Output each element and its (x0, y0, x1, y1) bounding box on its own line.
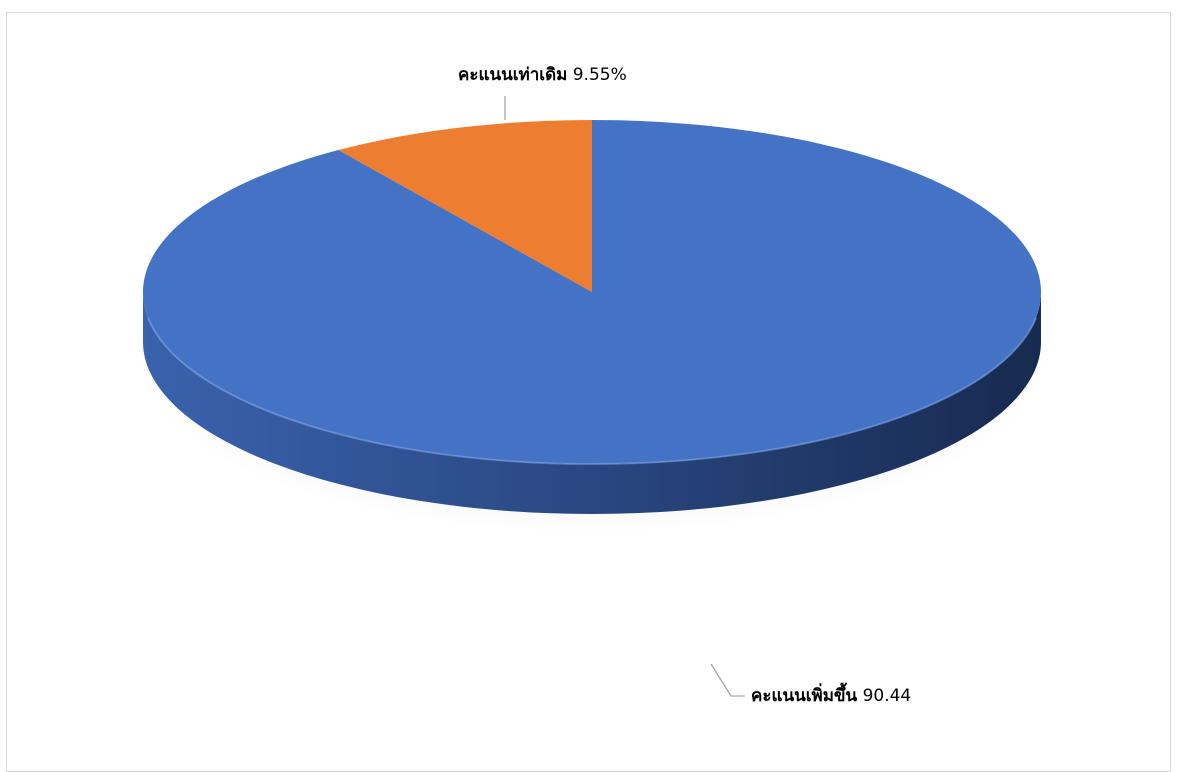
data-label-value-2: 9.55% (567, 65, 626, 85)
slice-top-2 (338, 120, 592, 292)
data-label-category-2: คะแนนเท่าเดิม (458, 65, 567, 85)
pie-top-faces (143, 120, 1041, 465)
slice-side-1 (143, 292, 1041, 514)
data-labels: คะแนนเพิ่มขึ้น 90.44 คะแนนเท่าเดิม 9.55% (458, 65, 911, 706)
leader-line-1 (710, 663, 745, 697)
data-label-2: คะแนนเท่าเดิม 9.55% (458, 65, 627, 85)
pie-side-walls (143, 292, 1041, 514)
data-label-1: คะแนนเพิ่มขึ้น 90.44 (751, 682, 911, 706)
pie-rim-highlight (147, 317, 1037, 465)
data-label-category-1: คะแนนเพิ่มขึ้น (751, 682, 858, 706)
data-label-value-1: 90.44 (857, 686, 911, 706)
